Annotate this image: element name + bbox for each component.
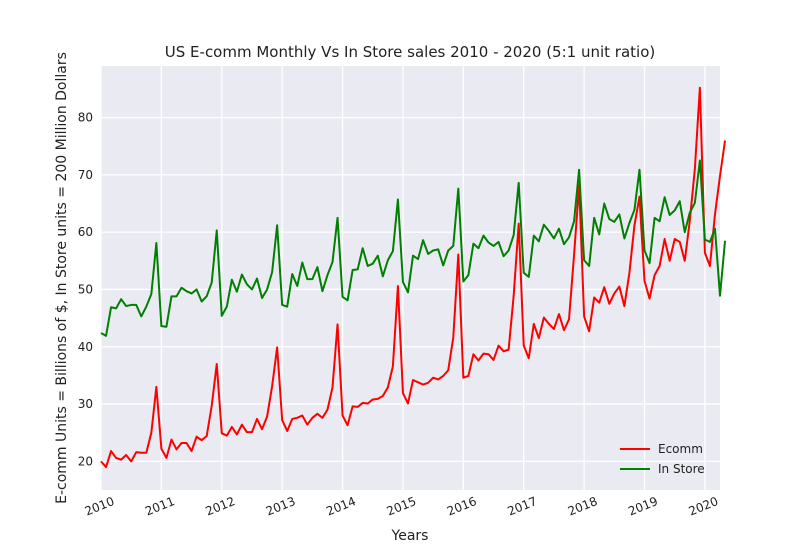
x-tick-label: 2015	[385, 494, 419, 518]
chart-title: US E-comm Monthly Vs In Store sales 2010…	[165, 43, 655, 61]
y-ticks: 20 30 40 50 60 70 80	[78, 111, 93, 469]
x-axis-label: Years	[391, 528, 429, 544]
x-tick-label: 2010	[83, 494, 117, 518]
y-tick-label: 50	[78, 282, 93, 296]
y-tick-label: 80	[78, 111, 93, 125]
y-tick-label: 40	[78, 340, 93, 354]
legend-label: Ecomm	[658, 442, 703, 456]
series-group	[100, 86, 727, 469]
x-tick-label: 2018	[566, 494, 600, 518]
y-tick-label: 30	[78, 397, 93, 411]
x-tick-label: 2019	[626, 494, 660, 518]
y-tick-label: 70	[78, 168, 93, 182]
legend: Ecomm In Store	[620, 442, 705, 476]
x-tick-label: 2012	[203, 494, 237, 518]
y-tick-label: 60	[78, 225, 93, 239]
x-tick-label: 2013	[264, 494, 298, 518]
legend-label: In Store	[658, 462, 705, 476]
x-tick-label: 2016	[445, 494, 479, 518]
y-tick-label: 20	[78, 454, 93, 468]
x-tick-label: 2017	[505, 494, 539, 518]
series-line-ecomm	[100, 86, 727, 469]
y-axis-label: E-comm Units = Billions of $, In Store u…	[54, 52, 70, 504]
x-ticks: 2010 2011 2012 2013 2014 2015 2016 2017 2018 2019…	[83, 494, 720, 518]
x-tick-label: 2020	[687, 494, 721, 518]
series-line-in-store	[100, 159, 727, 337]
x-tick-label: 2014	[324, 494, 358, 518]
x-tick-label: 2011	[143, 494, 177, 518]
